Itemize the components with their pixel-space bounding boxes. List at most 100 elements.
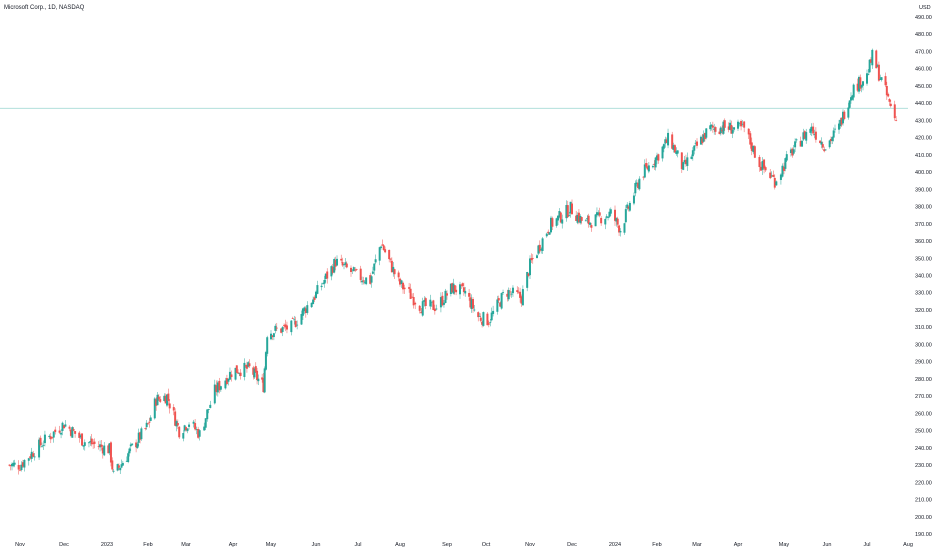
candle-down[interactable] <box>887 93 890 97</box>
candle-down[interactable] <box>441 295 444 306</box>
candle-up[interactable] <box>615 218 618 222</box>
candle-down[interactable] <box>100 444 103 447</box>
candle-up[interactable] <box>99 444 102 448</box>
candle-up[interactable] <box>511 287 514 294</box>
candle-down[interactable] <box>895 119 898 121</box>
candle-up[interactable] <box>541 238 544 251</box>
candle-up[interactable] <box>664 139 667 144</box>
candle-up[interactable] <box>281 327 284 333</box>
candle-down[interactable] <box>531 257 534 259</box>
candle-down[interactable] <box>271 335 274 338</box>
candle-up[interactable] <box>489 321 492 323</box>
candle-up[interactable] <box>430 301 433 303</box>
candle-up[interactable] <box>832 130 835 138</box>
candle-up[interactable] <box>263 368 266 393</box>
candle-up[interactable] <box>20 464 23 471</box>
candle-up[interactable] <box>392 266 395 273</box>
candle-down[interactable] <box>749 133 752 145</box>
candle-up[interactable] <box>557 215 559 221</box>
candle-down[interactable] <box>194 423 197 430</box>
candle-down[interactable] <box>32 453 35 457</box>
candle-up[interactable] <box>858 76 860 92</box>
candle-up[interactable] <box>108 443 111 454</box>
candle-down[interactable] <box>760 166 762 171</box>
candle-down[interactable] <box>275 327 278 329</box>
candle-up[interactable] <box>647 165 650 172</box>
candle-up[interactable] <box>48 435 51 438</box>
candle-up[interactable] <box>473 309 476 311</box>
candle-up[interactable] <box>595 212 598 216</box>
candle-up[interactable] <box>82 445 85 447</box>
candle-down[interactable] <box>215 385 218 392</box>
candle-up[interactable] <box>449 283 452 295</box>
candle-down[interactable] <box>239 372 242 376</box>
candle-up[interactable] <box>371 271 374 274</box>
candle-up[interactable] <box>550 217 552 233</box>
candle-up[interactable] <box>344 262 347 265</box>
candle-down[interactable] <box>399 278 401 285</box>
candle-down[interactable] <box>411 296 414 298</box>
candle-down[interactable] <box>517 291 520 293</box>
candle-up[interactable] <box>140 428 143 440</box>
candle-down[interactable] <box>487 323 490 325</box>
candle-down[interactable] <box>657 154 660 161</box>
candle-up[interactable] <box>156 394 159 406</box>
candle-up[interactable] <box>785 154 788 161</box>
candle-down[interactable] <box>235 365 238 373</box>
candle-down[interactable] <box>408 287 411 289</box>
candle-down[interactable] <box>261 377 264 380</box>
candle-down[interactable] <box>218 380 221 391</box>
candle-down[interactable] <box>92 443 95 445</box>
candle-up[interactable] <box>686 157 689 166</box>
candle-up[interactable] <box>496 299 499 312</box>
candle-down[interactable] <box>486 313 489 326</box>
candle-up[interactable] <box>482 312 485 326</box>
candle-down[interactable] <box>600 217 603 224</box>
candle-down[interactable] <box>117 465 120 468</box>
candle-down[interactable] <box>49 436 52 440</box>
candle-up[interactable] <box>444 290 447 303</box>
candle-up[interactable] <box>153 398 156 419</box>
candle-down[interactable] <box>587 215 590 225</box>
candle-down[interactable] <box>580 217 583 221</box>
candle-down[interactable] <box>354 269 357 271</box>
candle-down[interactable] <box>559 212 562 223</box>
candle-up[interactable] <box>71 427 74 438</box>
candle-up[interactable] <box>608 211 611 217</box>
candle-up[interactable] <box>672 145 675 150</box>
candle-up[interactable] <box>125 460 128 462</box>
candle-down[interactable] <box>460 284 463 286</box>
candle-down[interactable] <box>176 422 179 426</box>
candle-down[interactable] <box>859 77 862 89</box>
candle-down[interactable] <box>280 328 283 333</box>
candle-down[interactable] <box>637 182 640 188</box>
candle-down[interactable] <box>551 218 554 227</box>
candle-down[interactable] <box>397 272 400 278</box>
candle-up[interactable] <box>605 216 608 218</box>
candle-down[interactable] <box>197 429 200 438</box>
candle-down[interactable] <box>747 128 750 135</box>
candle-up[interactable] <box>452 283 455 294</box>
candle-down[interactable] <box>90 438 93 445</box>
candle-down[interactable] <box>388 249 391 260</box>
candle-up[interactable] <box>626 204 629 209</box>
candle-up[interactable] <box>705 128 708 138</box>
candle-up[interactable] <box>683 160 686 163</box>
candle-up[interactable] <box>741 123 744 125</box>
candle-down[interactable] <box>390 260 393 273</box>
candle-up[interactable] <box>761 161 764 170</box>
candle-up[interactable] <box>293 319 296 321</box>
candle-down[interactable] <box>384 249 387 253</box>
candle-down[interactable] <box>382 245 385 251</box>
candle-down[interactable] <box>772 174 775 177</box>
candle-down[interactable] <box>645 162 648 167</box>
candle-down[interactable] <box>172 407 175 411</box>
candle-down[interactable] <box>727 126 730 130</box>
candle-up[interactable] <box>824 149 827 151</box>
candle-up[interactable] <box>216 382 219 393</box>
candle-down[interactable] <box>409 288 412 299</box>
candle-up[interactable] <box>247 362 250 367</box>
candle-up[interactable] <box>213 384 216 404</box>
candle-down[interactable] <box>93 441 96 444</box>
candle-down[interactable] <box>420 311 423 314</box>
